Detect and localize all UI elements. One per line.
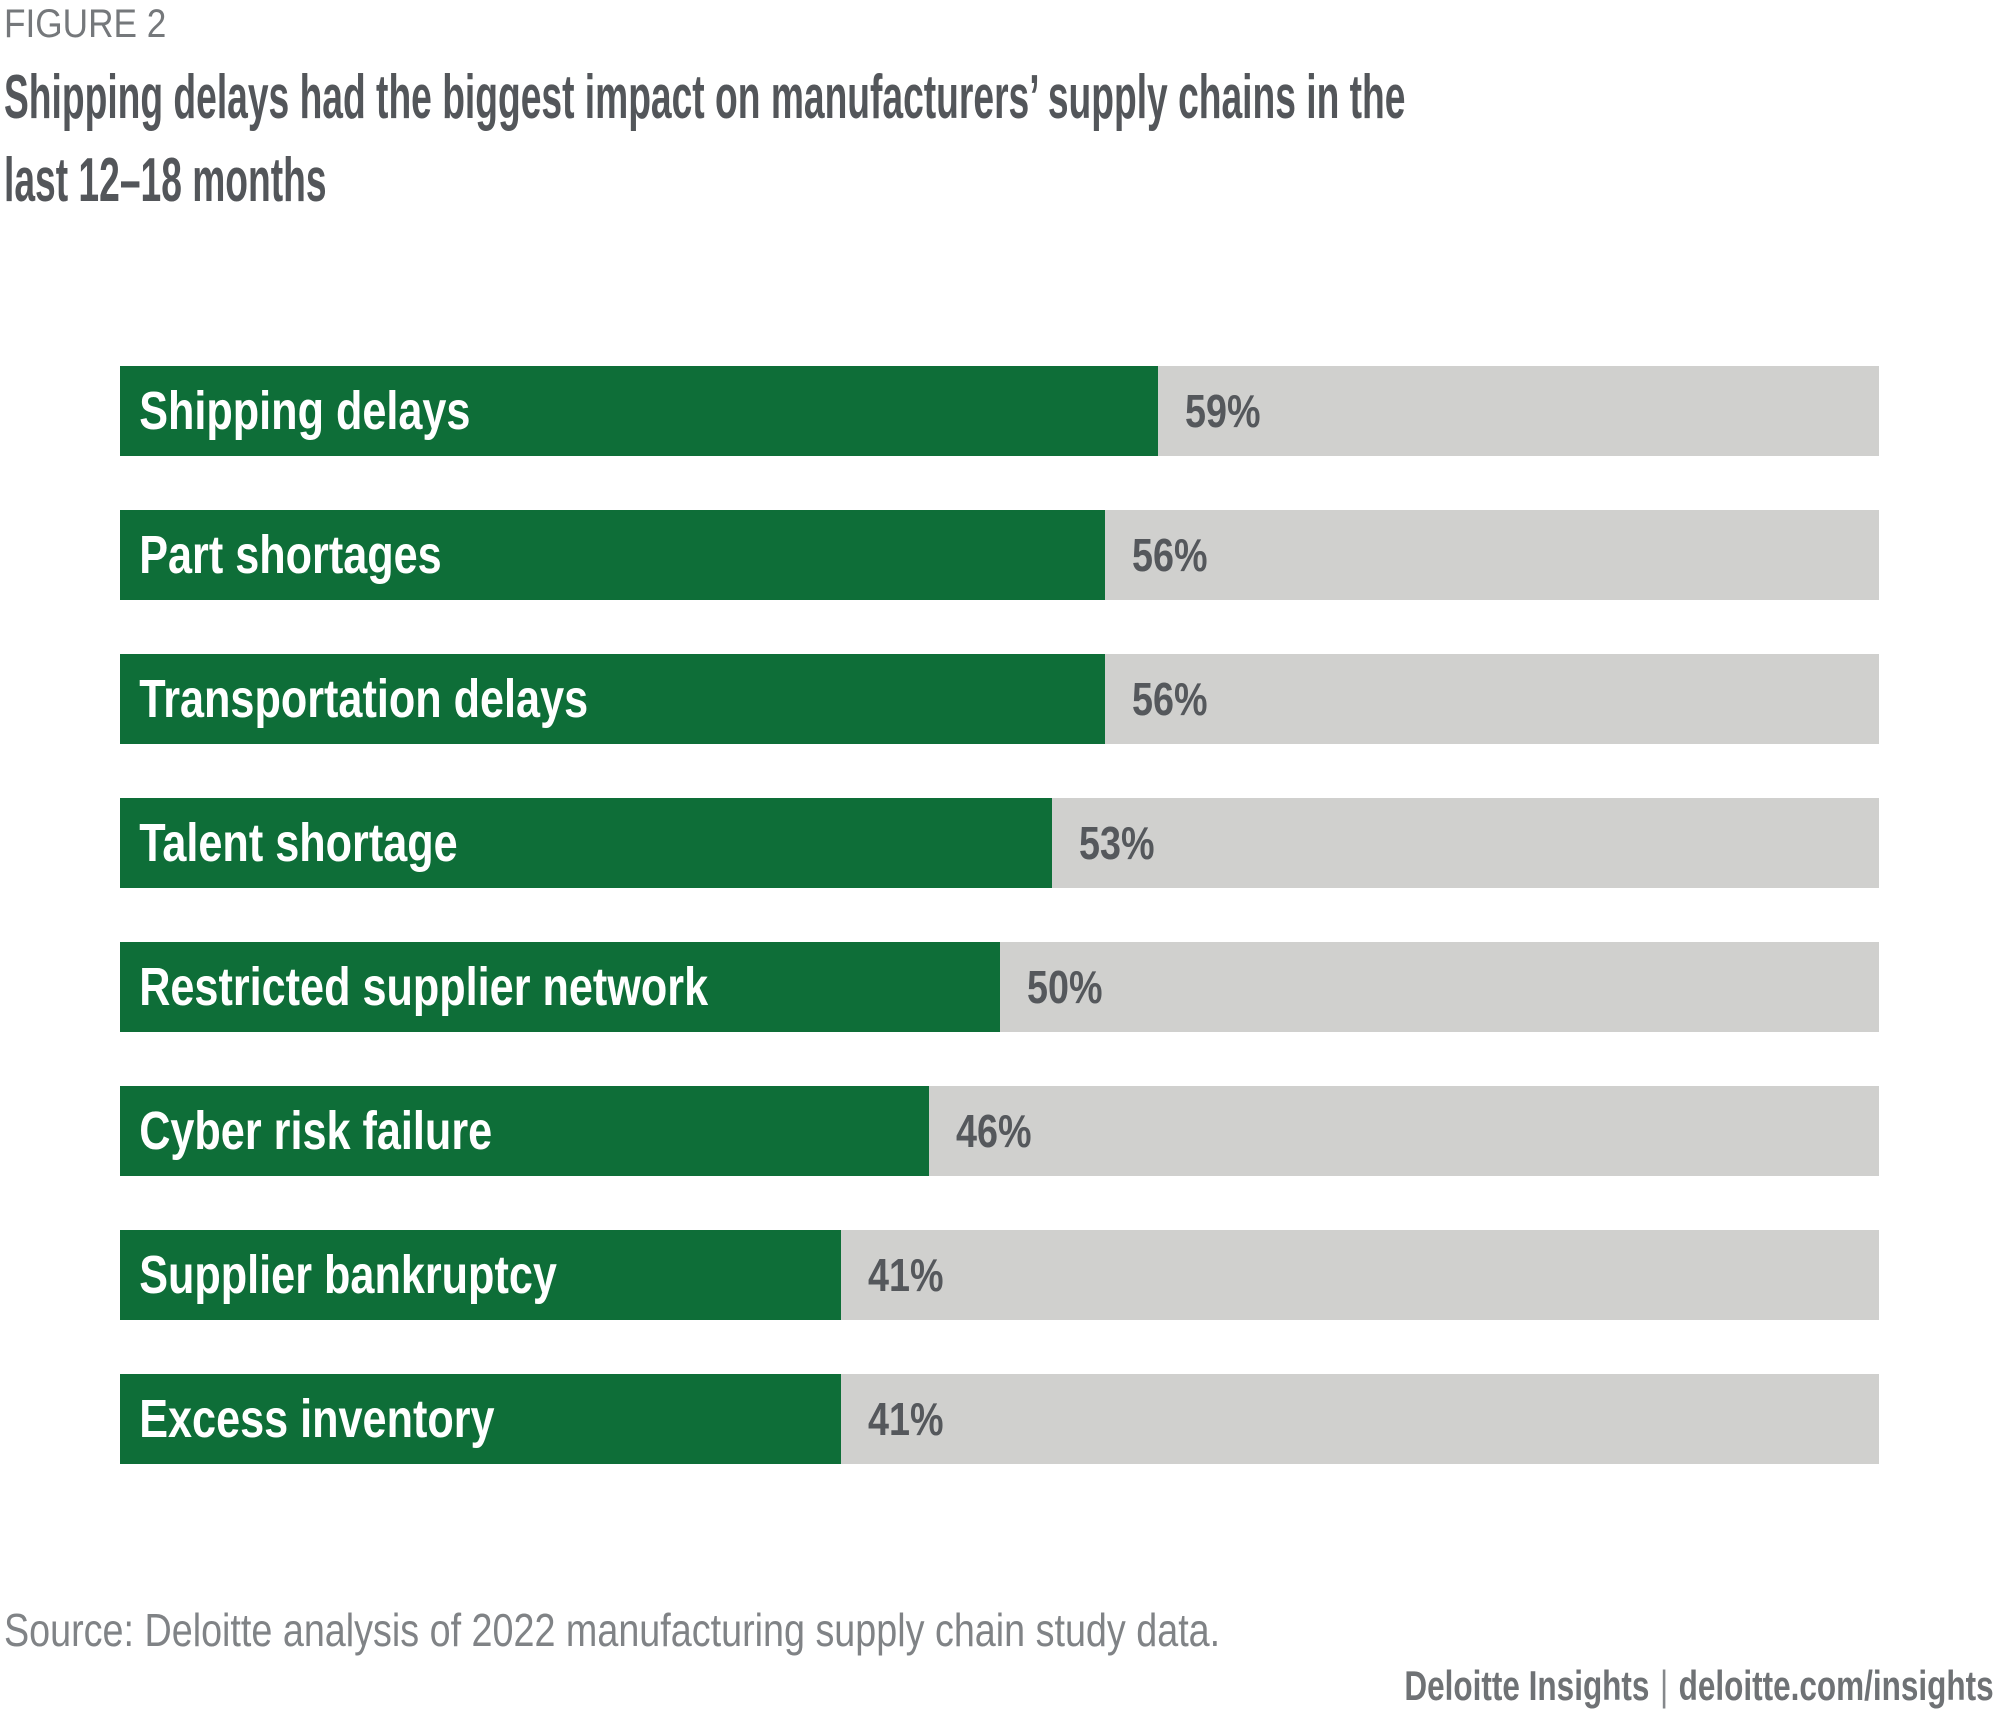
bar-category-label: Transportation delays <box>139 669 589 729</box>
bar-category-label: Excess inventory <box>139 1389 495 1449</box>
chart-title-line-2: last 12–18 months <box>4 146 327 215</box>
bar-value-label: 46% <box>956 1105 1032 1157</box>
bar-fill: Talent shortage <box>120 798 1053 888</box>
bar-value-label: 50% <box>1026 961 1103 1013</box>
source-note: Source: Deloitte analysis of 2022 manufa… <box>4 1604 1221 1656</box>
bar-fill: Supplier bankruptcy <box>120 1230 842 1320</box>
chart-title-line-1: Shipping delays had the biggest impact o… <box>4 63 1406 132</box>
bar-fill: Restricted supplier network <box>120 942 1000 1032</box>
bar-row: Talent shortage 53% <box>120 798 1879 888</box>
bar-fill: Excess inventory <box>120 1374 842 1464</box>
figure-label: FIGURE 2 <box>4 2 167 46</box>
bar-category-label: Restricted supplier network <box>139 957 709 1017</box>
bar-row: Part shortages 56% <box>120 510 1879 600</box>
bar-value-label: 56% <box>1132 529 1208 581</box>
brand-footer: Deloitte Insights | deloitte.com/insights <box>1405 1662 1994 1710</box>
bar-row: Restricted supplier network 50% <box>120 942 1879 1032</box>
bar-row: Supplier bankruptcy 41% <box>120 1230 1879 1320</box>
bar-fill: Shipping delays <box>120 366 1158 456</box>
bar-fill: Part shortages <box>120 510 1106 600</box>
brand-site: deloitte.com/insights <box>1678 1662 1994 1709</box>
bar-row: Excess inventory 41% <box>120 1374 1879 1464</box>
bar-category-label: Part shortages <box>139 525 442 585</box>
bar-value-label: 41% <box>868 1393 944 1445</box>
brand-name: Deloitte Insights <box>1404 1662 1650 1709</box>
chart-title: Shipping delays had the biggest impact o… <box>4 56 1405 222</box>
bar-category-label: Talent shortage <box>139 813 458 873</box>
bar-fill: Transportation delays <box>120 654 1106 744</box>
bar-fill: Cyber risk failure <box>120 1086 930 1176</box>
bar-row: Transportation delays 56% <box>120 654 1879 744</box>
bar-category-label: Cyber risk failure <box>139 1101 493 1161</box>
bar-category-label: Supplier bankruptcy <box>139 1245 557 1305</box>
bar-category-label: Shipping delays <box>139 381 471 441</box>
bar-value-label: 53% <box>1079 817 1155 869</box>
bar-chart: Shipping delays 59% Part shortages 56% Trans… <box>120 366 1879 1464</box>
bar-row: Cyber risk failure 46% <box>120 1086 1879 1176</box>
footer-separator: | <box>1660 1662 1669 1709</box>
bar-value-label: 59% <box>1184 385 1261 437</box>
bar-row: Shipping delays 59% <box>120 366 1879 456</box>
bar-value-label: 56% <box>1132 673 1208 725</box>
bar-value-label: 41% <box>868 1249 944 1301</box>
